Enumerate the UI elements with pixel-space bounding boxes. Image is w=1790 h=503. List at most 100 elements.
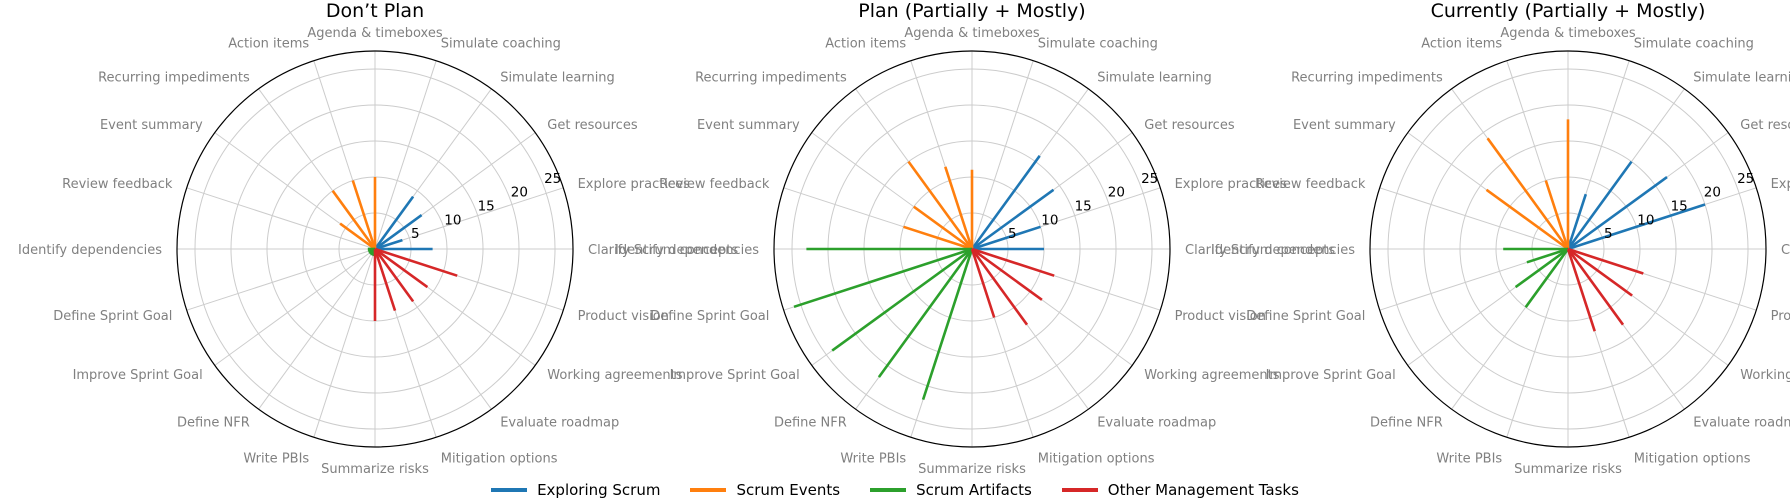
radial-bar bbox=[903, 225, 973, 251]
radial-bar bbox=[373, 248, 397, 312]
category-label: Agenda & timeboxes bbox=[307, 26, 442, 41]
radial-bar bbox=[944, 166, 974, 250]
radial-bar bbox=[351, 180, 377, 250]
category-label: Identify dependencies bbox=[1211, 243, 1355, 258]
category-label: Event summary bbox=[100, 118, 203, 133]
radial-tick-label: 5 bbox=[1008, 226, 1017, 242]
radial-bar bbox=[971, 247, 1055, 277]
grid-spoke bbox=[374, 60, 437, 250]
category-label: Event summary bbox=[697, 118, 800, 133]
category-label: Agenda & timeboxes bbox=[1500, 26, 1635, 41]
category-label: Define NFR bbox=[774, 415, 847, 430]
grid-circle bbox=[791, 68, 1153, 430]
grid-spoke bbox=[258, 248, 376, 410]
category-label: Define NFR bbox=[1370, 415, 1443, 430]
category-label: Improve Sprint Goal bbox=[670, 368, 800, 383]
category-label: Recurring impediments bbox=[695, 71, 847, 86]
radial-tick-label: 25 bbox=[1141, 171, 1158, 187]
category-label: Clarify Scrum concepts bbox=[588, 243, 738, 258]
category-label: Get resources bbox=[1740, 118, 1790, 133]
radial-bar bbox=[374, 247, 429, 289]
polar-frame bbox=[1369, 50, 1767, 448]
radial-bar bbox=[331, 190, 377, 250]
category-label: Simulate coaching bbox=[441, 36, 561, 51]
legend-swatch bbox=[870, 488, 907, 492]
radial-bar bbox=[1566, 160, 1633, 250]
category-label: Review feedback bbox=[659, 177, 770, 192]
radial-bar bbox=[970, 155, 1041, 250]
radial-bar bbox=[374, 238, 403, 251]
panel-title: Don’t Plan bbox=[326, 0, 424, 22]
radial-bar bbox=[971, 247, 1043, 301]
legend-item-exploring-scrum: Exploring Scrum bbox=[491, 481, 660, 499]
category-label: Evaluate roadmap bbox=[1693, 415, 1790, 430]
radial-bar bbox=[1514, 247, 1569, 289]
category-label: Identify dependencies bbox=[615, 243, 759, 258]
category-label: Evaluate roadmap bbox=[1097, 415, 1216, 430]
radial-bar bbox=[970, 248, 996, 318]
category-label: Agenda & timeboxes bbox=[904, 26, 1039, 41]
grid-spoke bbox=[186, 248, 376, 311]
radial-bar bbox=[913, 205, 973, 251]
grid-spoke bbox=[313, 248, 376, 438]
category-label: Define NFR bbox=[177, 415, 250, 430]
radial-tick-label: 20 bbox=[511, 185, 528, 201]
category-label: Simulate coaching bbox=[1634, 36, 1754, 51]
legend-swatch bbox=[491, 488, 528, 492]
category-label: Working agreements bbox=[1740, 368, 1790, 383]
category-label: Action items bbox=[825, 36, 906, 51]
category-label: Action items bbox=[1421, 36, 1502, 51]
category-label: Working agreements bbox=[1144, 368, 1279, 383]
radial-bar bbox=[921, 248, 974, 401]
radial-bar bbox=[1566, 193, 1588, 250]
radial-bar bbox=[970, 248, 1029, 326]
radial-bar bbox=[971, 188, 1055, 251]
radial-bar bbox=[1485, 188, 1569, 251]
category-label: Identify dependencies bbox=[18, 243, 162, 258]
radial-tick-label: 15 bbox=[1671, 199, 1688, 215]
radial-bar bbox=[971, 225, 1041, 251]
radial-bar bbox=[1486, 137, 1570, 250]
panel-title: Plan (Partially + Mostly) bbox=[858, 0, 1085, 22]
radial-tick-label: 15 bbox=[1075, 199, 1092, 215]
radial-tick-label: 10 bbox=[1041, 212, 1058, 228]
radial-bar bbox=[339, 222, 376, 251]
legend-item-scrum-events: Scrum Events bbox=[690, 481, 840, 499]
category-label: Write PBIs bbox=[1436, 452, 1502, 467]
category-label: Mitigation options bbox=[441, 452, 558, 467]
category-label: Summarize risks bbox=[918, 462, 1026, 477]
radial-bar bbox=[1567, 247, 1644, 275]
category-label: Evaluate roadmap bbox=[500, 415, 619, 430]
category-label: Explore practices bbox=[1175, 177, 1287, 192]
grid-spoke bbox=[374, 187, 564, 250]
grid-spoke bbox=[971, 60, 1034, 250]
grid-spoke bbox=[214, 248, 376, 366]
category-label: Mitigation options bbox=[1038, 452, 1155, 467]
radial-bar bbox=[1566, 248, 1596, 332]
category-label: Define Sprint Goal bbox=[53, 309, 172, 324]
radial-bar bbox=[831, 247, 973, 352]
grid-spoke bbox=[186, 187, 376, 250]
radial-bar bbox=[793, 247, 973, 309]
radial-bar bbox=[374, 214, 423, 251]
radial-bar bbox=[1526, 247, 1569, 264]
category-label: Simulate coaching bbox=[1038, 36, 1158, 51]
radial-tick-label: 10 bbox=[444, 212, 461, 228]
legend-label: Other Management Tasks bbox=[1107, 481, 1299, 499]
grid-circle bbox=[1387, 68, 1749, 430]
category-label: Summarize risks bbox=[1514, 462, 1622, 477]
polar-frame bbox=[176, 50, 574, 448]
category-label: Event summary bbox=[1293, 118, 1396, 133]
legend-item-scrum-artifacts: Scrum Artifacts bbox=[870, 481, 1032, 499]
category-label: Working agreements bbox=[547, 368, 682, 383]
radial-bar bbox=[1567, 203, 1706, 251]
category-label: Review feedback bbox=[1255, 177, 1366, 192]
radial-bar bbox=[907, 160, 974, 250]
grid-circle bbox=[1423, 104, 1713, 394]
radial-tick-label: 25 bbox=[1737, 171, 1754, 187]
legend-swatch bbox=[1061, 488, 1098, 492]
legend-item-other-management-tasks: Other Management Tasks bbox=[1061, 481, 1299, 499]
legend: Exploring Scrum Scrum Events Scrum Artif… bbox=[0, 478, 1790, 502]
grid-circle bbox=[266, 140, 484, 358]
